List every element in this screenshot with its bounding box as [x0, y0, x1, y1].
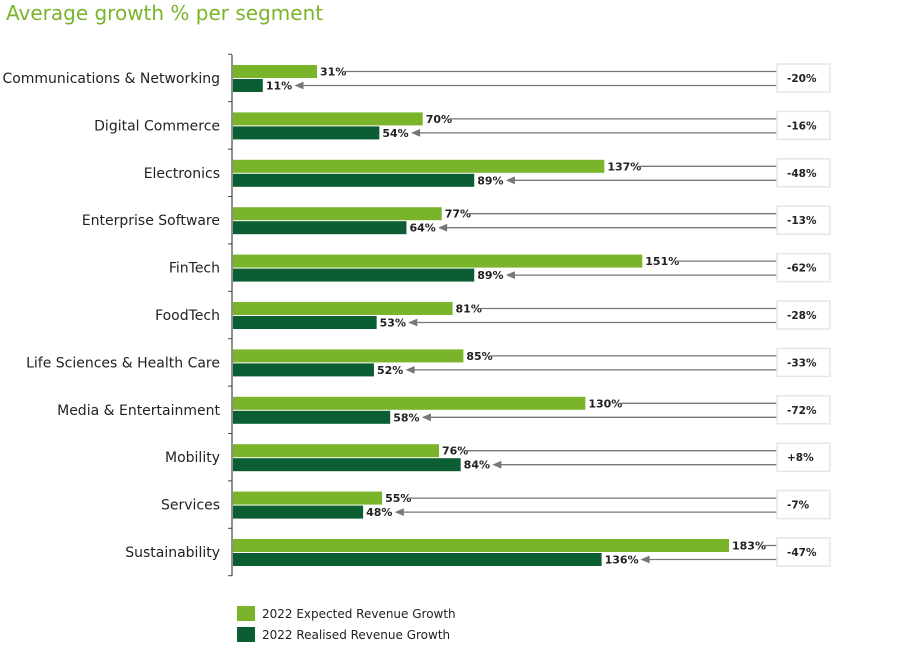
difference-box	[776, 158, 831, 188]
realised-value-label: 11%	[266, 80, 292, 93]
difference-box	[776, 489, 831, 520]
difference-box	[776, 347, 831, 378]
difference-label: -47%	[787, 547, 817, 559]
realised-bar	[233, 553, 602, 566]
difference-label: -48%	[787, 168, 817, 180]
realised-value-label: 52%	[377, 364, 403, 377]
difference-box	[776, 205, 831, 235]
legend-swatch	[237, 627, 255, 642]
expected-bar	[233, 349, 464, 363]
difference-label: -33%	[787, 357, 817, 369]
realised-value-label: 48%	[366, 506, 392, 519]
category-label: Enterprise Software	[82, 213, 220, 229]
chart-title: Average growth % per segment	[6, 1, 324, 25]
realised-value-label: 53%	[380, 317, 406, 330]
realised-bar	[233, 458, 461, 472]
legend-label: 2022 Realised Revenue Growth	[262, 628, 450, 642]
difference-box	[776, 63, 831, 93]
realised-value-label: 64%	[409, 222, 435, 235]
expected-value-label: 70%	[426, 113, 452, 126]
realised-value-label: 89%	[477, 174, 503, 187]
difference-box	[776, 442, 831, 472]
difference-box	[776, 252, 831, 283]
category-label: Life Sciences & Health Care	[26, 355, 220, 371]
category-label: Electronics	[144, 166, 220, 182]
expected-value-label: 183%	[732, 540, 766, 553]
legend-label: 2022 Expected Revenue Growth	[262, 607, 456, 621]
category-label: Digital Commerce	[94, 118, 220, 134]
expected-value-label: 81%	[456, 303, 482, 316]
difference-label: +8%	[787, 452, 814, 464]
expected-value-label: 137%	[607, 160, 641, 173]
realised-bar	[233, 410, 391, 424]
realised-bar	[233, 363, 374, 377]
expected-value-label: 55%	[385, 492, 411, 505]
expected-value-label: 76%	[442, 445, 468, 458]
category-label: Media & Entertainment	[57, 403, 220, 419]
realised-bar	[233, 221, 407, 235]
expected-bar	[233, 159, 605, 173]
expected-bar	[233, 302, 453, 315]
realised-value-label: 136%	[605, 554, 639, 567]
difference-box	[776, 300, 831, 330]
expected-bar	[233, 207, 442, 221]
expected-value-label: 31%	[320, 66, 346, 79]
realised-value-label: 89%	[477, 269, 503, 282]
realised-bar	[233, 126, 380, 140]
expected-bar	[233, 65, 318, 78]
expected-value-label: 151%	[645, 255, 679, 268]
difference-label: -28%	[787, 310, 817, 322]
difference-box	[776, 110, 831, 141]
legend-swatch	[237, 606, 255, 621]
category-label: Services	[161, 498, 220, 514]
difference-label: -16%	[787, 120, 817, 132]
difference-label: -72%	[787, 405, 817, 417]
realised-bar	[233, 505, 364, 519]
category-label: FoodTech	[155, 308, 220, 324]
expected-bar	[233, 254, 643, 268]
expected-bar	[233, 444, 439, 458]
expected-bar	[233, 539, 729, 552]
difference-label: -7%	[787, 500, 810, 512]
realised-bar	[233, 173, 475, 187]
difference-label: -20%	[787, 73, 817, 85]
realised-value-label: 54%	[382, 127, 408, 140]
category-label: Communications & Networking	[2, 71, 220, 87]
expected-value-label: 130%	[588, 397, 622, 410]
expected-value-label: 85%	[466, 350, 492, 363]
expected-bar	[233, 112, 423, 126]
difference-label: -13%	[787, 215, 817, 227]
expected-bar	[233, 491, 383, 505]
realised-value-label: 84%	[464, 459, 490, 472]
realised-bar	[233, 79, 263, 92]
difference-box	[776, 395, 831, 425]
expected-bar	[233, 396, 586, 410]
expected-value-label: 77%	[445, 208, 471, 221]
difference-label: -62%	[787, 263, 817, 275]
realised-bar	[233, 268, 475, 282]
category-label: FinTech	[169, 261, 220, 277]
difference-box	[776, 537, 831, 567]
category-label: Mobility	[165, 450, 220, 466]
category-label: Sustainability	[125, 545, 220, 561]
realised-value-label: 58%	[393, 411, 419, 424]
realised-bar	[233, 316, 377, 329]
